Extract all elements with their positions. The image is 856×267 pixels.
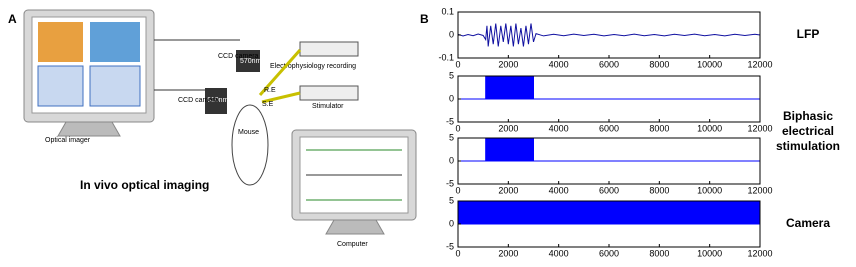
electrode bbox=[261, 91, 301, 104]
optical-imager-monitor bbox=[23, 9, 155, 137]
x-tick-label: 0 bbox=[455, 185, 460, 195]
x-tick-label: 10000 bbox=[697, 59, 722, 69]
x-tick-label: 12000 bbox=[747, 59, 772, 69]
x-tick-label: 10000 bbox=[697, 123, 722, 133]
signal-label: Camera bbox=[786, 216, 830, 230]
y-tick-label: -0.1 bbox=[438, 52, 454, 62]
panel-label: A bbox=[8, 12, 17, 26]
signal-area bbox=[457, 200, 761, 225]
re-label: R.E bbox=[264, 87, 276, 94]
y-tick-label: 0.1 bbox=[441, 6, 454, 16]
stimulator-box bbox=[299, 85, 359, 101]
mouse-drawing bbox=[231, 104, 269, 186]
x-tick-label: 4000 bbox=[549, 248, 569, 258]
y-tick-label: 0 bbox=[449, 218, 454, 228]
x-tick-label: 12000 bbox=[747, 185, 772, 195]
computer-label: Computer bbox=[337, 241, 368, 248]
y-tick-label: 0 bbox=[449, 155, 454, 165]
electrode bbox=[258, 49, 302, 96]
signal-label: stimulation bbox=[776, 139, 840, 153]
y-tick-label: -5 bbox=[446, 178, 454, 188]
signal-label: LFP bbox=[797, 27, 820, 41]
y-tick-label: 0 bbox=[449, 93, 454, 103]
x-tick-label: 8000 bbox=[649, 248, 669, 258]
y-tick-label: -5 bbox=[446, 241, 454, 251]
computer-monitor bbox=[291, 129, 417, 235]
x-tick-label: 4000 bbox=[549, 59, 569, 69]
signal-area bbox=[458, 75, 760, 100]
filter-label: 610nm bbox=[207, 97, 229, 104]
recorder-label: Electrophysiology recording bbox=[270, 63, 356, 70]
x-tick-label: 10000 bbox=[697, 248, 722, 258]
x-tick-label: 2000 bbox=[498, 185, 518, 195]
x-tick-label: 4000 bbox=[549, 185, 569, 195]
signal-area bbox=[458, 137, 760, 162]
x-tick-label: 6000 bbox=[599, 248, 619, 258]
stimulator-label: Stimulator bbox=[312, 103, 344, 110]
x-tick-label: 0 bbox=[455, 59, 460, 69]
filter-label: 570nm bbox=[240, 58, 262, 65]
camera-label: CCD camera bbox=[218, 53, 259, 60]
x-tick-label: 8000 bbox=[649, 185, 669, 195]
x-tick-label: 8000 bbox=[649, 123, 669, 133]
se-label: S.E bbox=[262, 101, 274, 108]
x-tick-label: 12000 bbox=[747, 123, 772, 133]
x-tick-label: 2000 bbox=[498, 123, 518, 133]
caption: In vivo optical imaging bbox=[80, 178, 209, 192]
panel-label: B bbox=[420, 12, 429, 26]
x-tick-label: 6000 bbox=[599, 123, 619, 133]
signal-label: electrical bbox=[782, 124, 834, 138]
camera-top bbox=[236, 50, 260, 72]
signal-line bbox=[457, 23, 761, 47]
y-tick-label: 5 bbox=[449, 195, 454, 205]
y-tick-label: 0 bbox=[449, 29, 454, 39]
x-tick-label: 6000 bbox=[599, 59, 619, 69]
x-tick-label: 2000 bbox=[498, 248, 518, 258]
y-tick-label: 5 bbox=[449, 70, 454, 80]
x-tick-label: 12000 bbox=[747, 248, 772, 258]
recorder-box bbox=[299, 41, 359, 57]
mouse-label: Mouse bbox=[238, 129, 259, 136]
x-tick-label: 4000 bbox=[549, 123, 569, 133]
x-tick-label: 8000 bbox=[649, 59, 669, 69]
camera-left bbox=[205, 88, 227, 114]
x-tick-label: 2000 bbox=[498, 59, 518, 69]
x-tick-label: 6000 bbox=[599, 185, 619, 195]
x-tick-label: 10000 bbox=[697, 185, 722, 195]
x-tick-label: 0 bbox=[455, 123, 460, 133]
x-tick-label: 0 bbox=[455, 248, 460, 258]
camera-label: CCD camera bbox=[178, 97, 219, 104]
y-tick-label: 5 bbox=[449, 132, 454, 142]
signal-label: Biphasic bbox=[783, 109, 833, 123]
y-tick-label: -5 bbox=[446, 116, 454, 126]
optical-imager-label: Optical imager bbox=[45, 137, 91, 144]
